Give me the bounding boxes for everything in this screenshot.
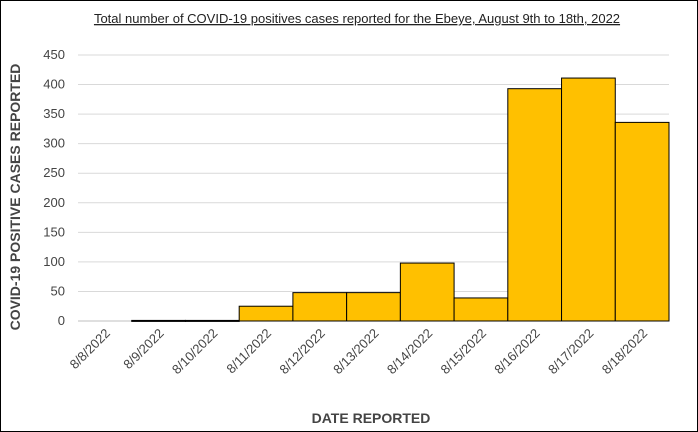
y-tick-label: 300 — [43, 136, 65, 151]
x-tick-label: 8/11/2022 — [223, 326, 274, 377]
y-tick-labels: 0 50 100 150 200 250 300 350 400 450 — [43, 47, 65, 328]
bar-8/16/2022 — [507, 88, 563, 322]
gridlines — [78, 54, 669, 322]
x-axis-title: DATE REPORTED — [312, 410, 431, 426]
x-tick-label: 8/12/2022 — [276, 326, 328, 378]
y-tick-label: 200 — [43, 195, 65, 210]
bar-8/11/2022 — [238, 305, 294, 322]
bar-8/12/2022 — [292, 292, 348, 322]
bar-8/13/2022 — [346, 292, 401, 322]
y-tick-label: 250 — [43, 165, 65, 180]
y-tick-label: 0 — [58, 313, 65, 328]
bar-8/10/2022 — [184, 319, 240, 322]
chart-title: Total number of COVID-19 positives cases… — [94, 11, 620, 26]
x-tick-labels: 8/8/2022 8/9/2022 8/10/2022 8/11/2022 8/12/2… — [67, 326, 651, 378]
bar-8/9/2022 — [131, 319, 186, 322]
y-tick-label: 350 — [43, 106, 65, 121]
x-tick-label: 8/18/2022 — [599, 326, 651, 378]
x-tick-label: 8/17/2022 — [545, 326, 597, 378]
x-tick-label: 8/13/2022 — [330, 326, 382, 378]
y-tick-label: 400 — [43, 77, 65, 92]
y-tick-label: 150 — [43, 224, 65, 239]
y-axis-title: COVID-19 POSITIVE CASES REPORTED — [7, 64, 23, 331]
bar-8/17/2022 — [561, 77, 616, 322]
y-tick-label: 450 — [43, 47, 65, 62]
bar-8/18/2022 — [614, 121, 670, 322]
x-tick-label: 8/8/2022 — [67, 326, 113, 372]
bar-8/15/2022 — [453, 297, 509, 322]
y-tick-label: 50 — [51, 283, 65, 298]
x-tick-label: 8/9/2022 — [120, 326, 166, 372]
x-tick-label: 8/10/2022 — [169, 326, 221, 378]
x-tick-label: 8/16/2022 — [491, 326, 543, 378]
bars — [131, 77, 670, 322]
y-tick-label: 100 — [43, 254, 65, 269]
x-tick-label: 8/15/2022 — [438, 326, 490, 378]
x-tick-label: 8/14/2022 — [384, 326, 436, 378]
bar-8/14/2022 — [399, 262, 455, 322]
